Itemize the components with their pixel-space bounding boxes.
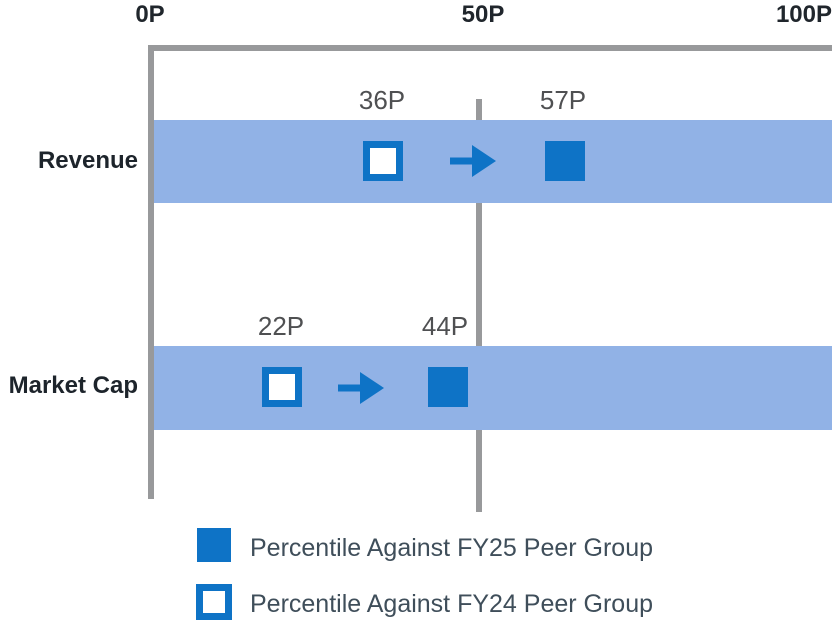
x-tick-50p: 50P: [461, 1, 505, 28]
y-axis-line: [148, 45, 154, 499]
arrow-right-icon: [450, 144, 496, 178]
x-axis-line: [148, 45, 832, 51]
marketcap-fy24-marker: [262, 367, 302, 407]
revenue-fy25-value-label: 57P: [539, 85, 587, 115]
revenue-fy24-marker: [363, 141, 403, 181]
marketcap-fy24-value-label: 22P: [257, 311, 305, 341]
revenue-fy25-marker: [545, 141, 585, 181]
x-tick-100p: 100P: [775, 1, 832, 28]
row-label-revenue: Revenue: [37, 147, 138, 174]
x-tick-0p: 0P: [135, 1, 165, 28]
legend-label-fy25: Percentile Against FY25 Peer Group: [250, 534, 654, 562]
marketcap-band: [154, 346, 832, 430]
arrow-right-icon: [338, 371, 384, 405]
row-label-marketcap: Market Cap: [8, 372, 138, 399]
legend-hollow-square-icon: [196, 584, 232, 620]
marketcap-fy25-value-label: 44P: [421, 311, 469, 341]
legend-label-fy24: Percentile Against FY24 Peer Group: [250, 590, 654, 618]
marketcap-fy25-marker: [428, 367, 468, 407]
median-50p-reference-line: [476, 99, 482, 512]
legend-filled-square-icon: [197, 528, 231, 562]
revenue-fy24-value-label: 36P: [358, 85, 406, 115]
